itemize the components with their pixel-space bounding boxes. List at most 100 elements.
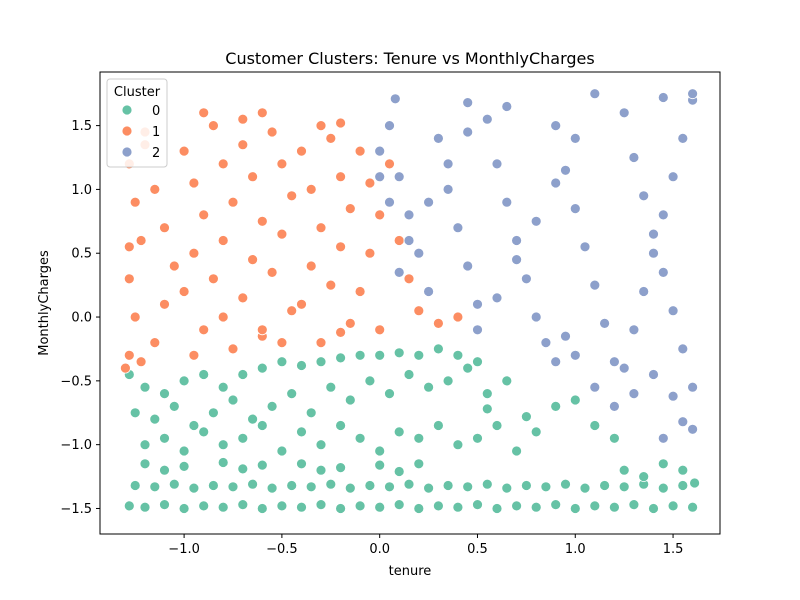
point-cluster-2: [687, 381, 698, 393]
point-cluster-0: [403, 478, 415, 490]
point-cluster-2: [550, 356, 562, 368]
point-cluster-0: [423, 381, 435, 393]
point-cluster-0: [227, 394, 239, 406]
point-cluster-0: [384, 388, 395, 400]
point-cluster-0: [540, 481, 552, 493]
legend-title: Cluster: [114, 85, 161, 100]
point-cluster-1: [296, 145, 307, 157]
point-cluster-0: [256, 362, 268, 374]
point-cluster-0: [677, 464, 689, 476]
point-cluster-0: [599, 480, 610, 491]
point-cluster-2: [677, 416, 689, 428]
point-cluster-2: [560, 330, 571, 342]
point-cluster-1: [188, 247, 200, 259]
point-cluster-0: [256, 420, 268, 431]
point-cluster-0: [149, 413, 161, 425]
point-cluster-2: [481, 113, 493, 125]
point-cluster-0: [374, 445, 386, 457]
point-cluster-1: [217, 158, 229, 170]
point-cluster-1: [135, 235, 147, 246]
point-cluster-2: [452, 222, 464, 234]
point-cluster-2: [530, 215, 542, 227]
point-cluster-1: [374, 209, 386, 221]
point-cluster-2: [589, 88, 601, 100]
point-cluster-0: [354, 432, 366, 444]
point-cluster-0: [374, 501, 386, 513]
point-cluster-0: [139, 439, 151, 451]
point-cluster-1: [403, 273, 415, 285]
point-cluster-0: [472, 499, 483, 511]
point-cluster-1: [123, 349, 135, 361]
point-cluster-0: [207, 407, 219, 419]
point-cluster-1: [335, 171, 347, 183]
point-cluster-0: [511, 500, 522, 512]
y-tick-label: 1.5: [71, 119, 92, 134]
y-tick-label: 0.0: [71, 311, 92, 326]
point-cluster-0: [657, 482, 669, 494]
point-cluster-0: [393, 499, 405, 511]
point-cluster-1: [354, 145, 366, 157]
point-cluster-0: [442, 375, 454, 387]
point-cluster-0: [689, 477, 700, 489]
point-cluster-0: [452, 501, 464, 513]
point-cluster-1: [168, 260, 180, 272]
point-cluster-0: [393, 426, 405, 438]
legend-label-2: 2: [152, 146, 160, 161]
x-tick-label: −0.5: [266, 542, 298, 557]
point-cluster-2: [648, 228, 659, 240]
point-cluster-0: [315, 464, 327, 476]
point-cluster-0: [217, 381, 229, 393]
point-cluster-1: [315, 222, 327, 234]
point-cluster-0: [442, 480, 454, 491]
point-cluster-0: [178, 445, 190, 457]
point-cluster-0: [305, 407, 317, 419]
point-cluster-1: [452, 311, 464, 323]
point-cluster-0: [628, 499, 640, 511]
point-cluster-0: [569, 394, 581, 406]
point-cluster-0: [481, 388, 493, 400]
point-cluster-1: [325, 279, 337, 291]
legend-label-1: 1: [152, 125, 160, 140]
point-cluster-0: [413, 349, 425, 361]
x-axis: −1.0 −0.5 0.0 0.5 1.0 1.5: [168, 534, 683, 557]
point-cluster-2: [423, 286, 435, 297]
point-cluster-0: [325, 478, 337, 490]
point-cluster-2: [384, 196, 395, 208]
point-cluster-0: [168, 400, 180, 412]
point-cluster-0: [472, 356, 483, 368]
point-cluster-1: [207, 273, 219, 285]
point-cluster-1: [237, 113, 249, 125]
point-cluster-1: [374, 324, 386, 336]
point-cluster-0: [276, 500, 288, 512]
y-tick-label: −1.0: [60, 438, 92, 453]
point-cluster-2: [657, 92, 669, 103]
point-cluster-0: [335, 352, 347, 364]
point-cluster-0: [344, 482, 356, 494]
point-cluster-2: [374, 171, 386, 183]
point-cluster-1: [266, 126, 278, 138]
point-cluster-1: [188, 177, 200, 189]
y-tick-label: −1.5: [60, 502, 92, 517]
point-cluster-0: [286, 480, 298, 491]
point-cluster-0: [198, 369, 210, 380]
point-cluster-0: [589, 420, 601, 431]
point-cluster-1: [393, 235, 405, 246]
point-cluster-1: [217, 235, 229, 246]
point-cluster-0: [159, 432, 170, 444]
point-cluster-2: [472, 324, 483, 336]
point-cluster-2: [628, 324, 640, 336]
point-cluster-2: [618, 362, 630, 374]
point-cluster-1: [384, 158, 395, 170]
point-cluster-0: [413, 503, 425, 514]
x-tick-label: 0.0: [369, 542, 390, 557]
x-tick-label: 1.0: [565, 542, 586, 557]
point-cluster-2: [569, 132, 581, 144]
chart-title: Customer Clusters: Tenure vs MonthlyChar…: [225, 49, 594, 68]
point-cluster-2: [657, 266, 669, 278]
point-cluster-0: [462, 481, 474, 493]
point-cluster-0: [560, 478, 571, 490]
point-cluster-2: [491, 292, 503, 304]
point-cluster-0: [256, 503, 268, 514]
point-cluster-0: [237, 369, 249, 380]
point-cluster-1: [305, 260, 317, 272]
